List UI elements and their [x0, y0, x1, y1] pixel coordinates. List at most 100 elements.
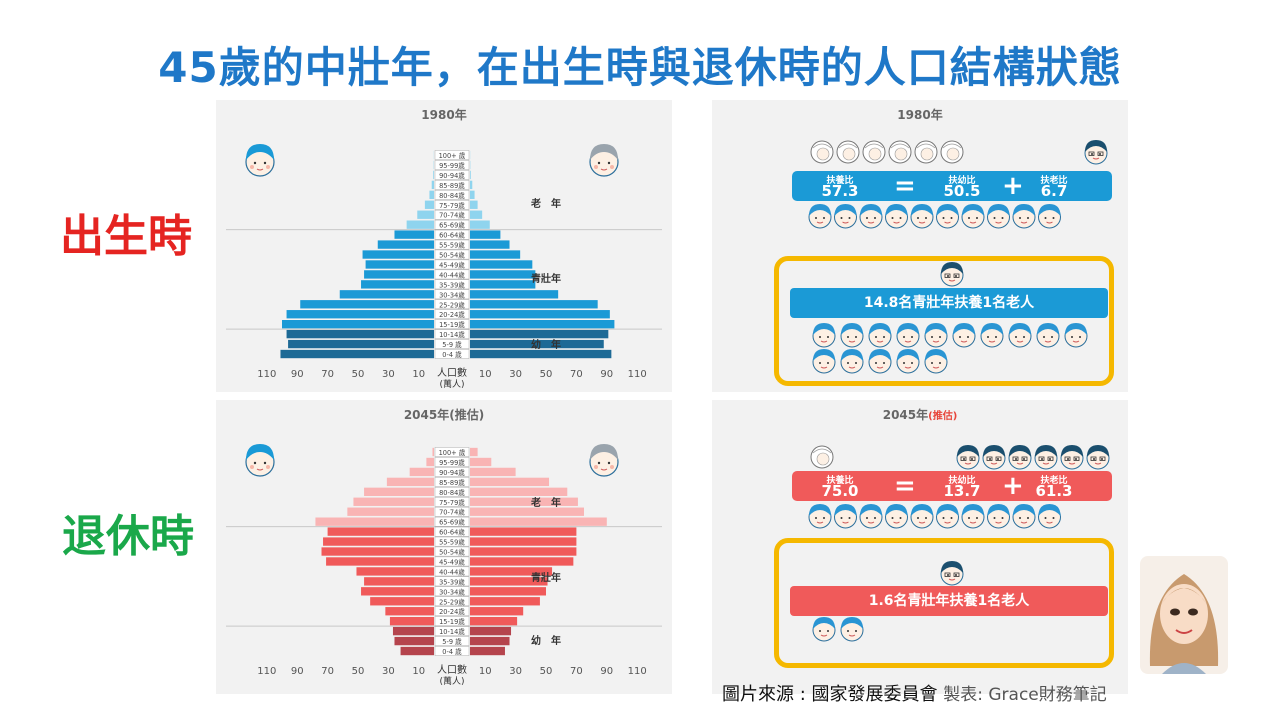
hair: [813, 323, 835, 335]
pyramid-svg: 0-4 歲5-9 歲10-14歲15-19歲20-24歲25-29歲30-34歲…: [226, 444, 662, 687]
mouth: [995, 521, 1002, 524]
hair: [869, 349, 891, 361]
support-highlight-box: [774, 256, 1114, 386]
dependency-ratio-value: 75.0: [821, 482, 859, 500]
hair: [809, 204, 831, 216]
eye: [883, 362, 885, 364]
bar-female-18: [470, 170, 471, 180]
mouth: [1072, 340, 1080, 343]
hair: [936, 504, 959, 516]
age-label-box: [434, 239, 470, 250]
age-label-box: [434, 289, 470, 300]
age-label-box: [434, 636, 470, 646]
elder-icon: [940, 262, 964, 287]
age-label-box: [434, 229, 470, 240]
cheek: [610, 165, 614, 169]
bar-male-8: [364, 270, 434, 279]
eye: [819, 362, 821, 364]
worker-icon: [1036, 323, 1060, 348]
bar-male-4: [385, 607, 434, 616]
hair: [962, 504, 984, 516]
mouth: [969, 221, 977, 224]
glasses: [969, 456, 976, 461]
bar-male-6: [361, 587, 434, 596]
age-group-label: 60-64歲: [439, 528, 465, 537]
age-group-label: 10-14歲: [439, 330, 465, 339]
ratio-panel-title: 2045年(推估): [882, 408, 958, 422]
glasses: [995, 456, 1002, 461]
age-group-label: 10-14歲: [439, 627, 465, 636]
worker-icon: [1038, 504, 1061, 529]
people-icons: [808, 445, 1110, 642]
mouth: [1046, 521, 1053, 524]
hair: [911, 504, 933, 516]
mouth: [842, 521, 849, 524]
eye: [1052, 217, 1055, 219]
eye: [883, 336, 885, 338]
age-label-box: [434, 646, 470, 656]
eye: [607, 461, 611, 465]
eye: [903, 362, 905, 364]
age-group-label: 25-29歲: [439, 597, 465, 606]
x-tick-label: 70: [321, 369, 334, 380]
mouth: [1068, 462, 1076, 465]
glasses: [986, 456, 993, 461]
eye: [819, 630, 821, 632]
baby-face: [868, 147, 882, 161]
bar-female-8: [470, 270, 536, 279]
eye: [815, 517, 817, 519]
eye: [819, 336, 821, 338]
hair: [957, 445, 979, 457]
dependency-panel-1980: 1980年 扶養比 57.3 = 扶幼比 50.5 + 扶老比 6.7 14.8…: [712, 100, 1128, 392]
dependency-bar: 扶養比 57.3 = 扶幼比 50.5 + 扶老比 6.7: [792, 171, 1112, 201]
hair: [590, 444, 618, 460]
equals-sign: =: [894, 171, 916, 201]
age-label-box: [434, 496, 470, 507]
hair: [1061, 445, 1083, 457]
age-label-box: [434, 199, 470, 210]
hair: [925, 349, 947, 361]
eye: [855, 630, 857, 632]
eye: [939, 336, 941, 338]
hair: [860, 204, 882, 216]
mouth: [918, 521, 926, 524]
baby-hood: [864, 143, 884, 149]
x-tick-label: 110: [257, 666, 276, 677]
age-label-box: [434, 299, 470, 310]
eye: [1041, 458, 1043, 460]
mouth: [820, 366, 828, 369]
hair: [813, 349, 835, 361]
eye: [1099, 153, 1101, 155]
hair: [911, 204, 933, 216]
eye: [959, 336, 961, 338]
mouth: [600, 168, 608, 171]
support-statement: 1.6名青壯年扶養1名老人: [790, 586, 1108, 616]
hair: [841, 617, 863, 629]
glasses: [1090, 456, 1097, 461]
hair: [590, 144, 618, 160]
cheek: [250, 165, 254, 169]
pyramid-svg: 0-4 歲5-9 歲10-14歲15-19歲20-24歲25-29歲30-34歲…: [226, 144, 662, 390]
baby-icon: [888, 140, 912, 164]
age-label-box: [434, 319, 470, 329]
baby-face: [816, 452, 830, 466]
glasses: [1073, 456, 1080, 461]
eye: [903, 336, 905, 338]
bar-female-15: [470, 200, 478, 209]
eye: [253, 161, 257, 165]
bar-female-5: [470, 300, 598, 309]
eye: [1044, 517, 1047, 519]
support-highlight-box: [774, 538, 1114, 668]
mouth: [1016, 340, 1024, 343]
bar-female-3: [470, 320, 615, 329]
hair: [941, 561, 963, 573]
youth-ratio-label: 扶幼比: [948, 176, 976, 186]
bar-male-13: [315, 517, 434, 526]
baby-icon: [810, 140, 834, 164]
bar-male-4: [286, 310, 434, 319]
age-label-box: [434, 546, 470, 557]
eye: [815, 217, 817, 219]
baby-hood: [812, 143, 832, 149]
bar-female-0: [470, 349, 612, 359]
eye: [848, 217, 851, 219]
